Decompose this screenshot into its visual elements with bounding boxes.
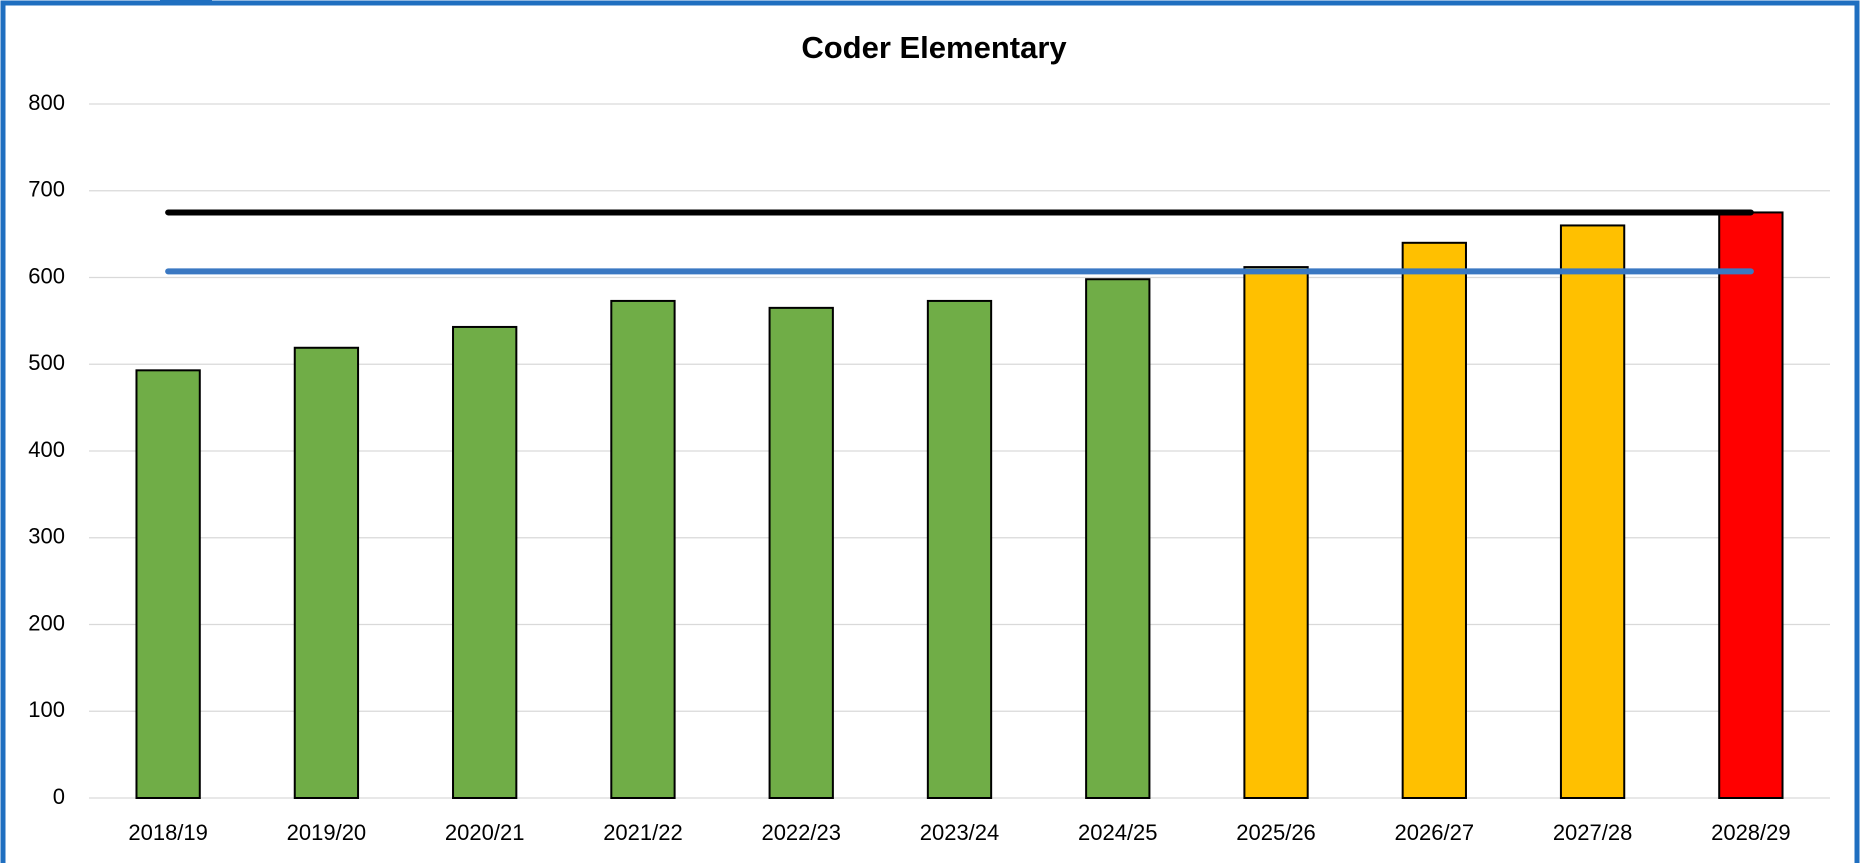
y-tick-label: 200: [28, 610, 65, 635]
y-tick-label: 700: [28, 177, 65, 202]
y-tick-label: 100: [28, 697, 65, 722]
x-tick-label: 2018/19: [128, 820, 208, 845]
x-tick-label: 2021/22: [603, 820, 683, 845]
x-tick-label: 2028/29: [1711, 820, 1791, 845]
bar: [293, 346, 360, 799]
bar: [610, 299, 676, 799]
chart-title: Coder Elementary: [801, 30, 1067, 65]
x-tick-label: 2025/26: [1236, 820, 1316, 845]
bar: [1085, 278, 1151, 799]
y-tick-label: 600: [28, 263, 65, 288]
bar: [1559, 224, 1626, 799]
bar: [768, 306, 834, 799]
x-tick-label: 2023/24: [920, 820, 1000, 845]
x-tick-label: 2024/25: [1078, 820, 1158, 845]
bar: [1718, 211, 1784, 799]
y-tick-label: 500: [28, 350, 65, 375]
y-tick-label: 0: [53, 784, 65, 809]
x-tick-label: 2020/21: [445, 820, 525, 845]
y-tick-label: 400: [28, 437, 65, 462]
bar: [1401, 241, 1467, 800]
y-tick-label: 300: [28, 524, 65, 549]
bar: [135, 369, 201, 799]
y-tick-label: 800: [28, 90, 65, 115]
x-tick-label: 2022/23: [761, 820, 841, 845]
bar: [926, 299, 993, 799]
bar: [452, 325, 518, 799]
x-tick-label: 2026/27: [1395, 820, 1475, 845]
x-tick-label: 2027/28: [1553, 820, 1633, 845]
tab: [160, 0, 212, 5]
bar: [1243, 266, 1309, 799]
x-tick-label: 2019/20: [287, 820, 367, 845]
